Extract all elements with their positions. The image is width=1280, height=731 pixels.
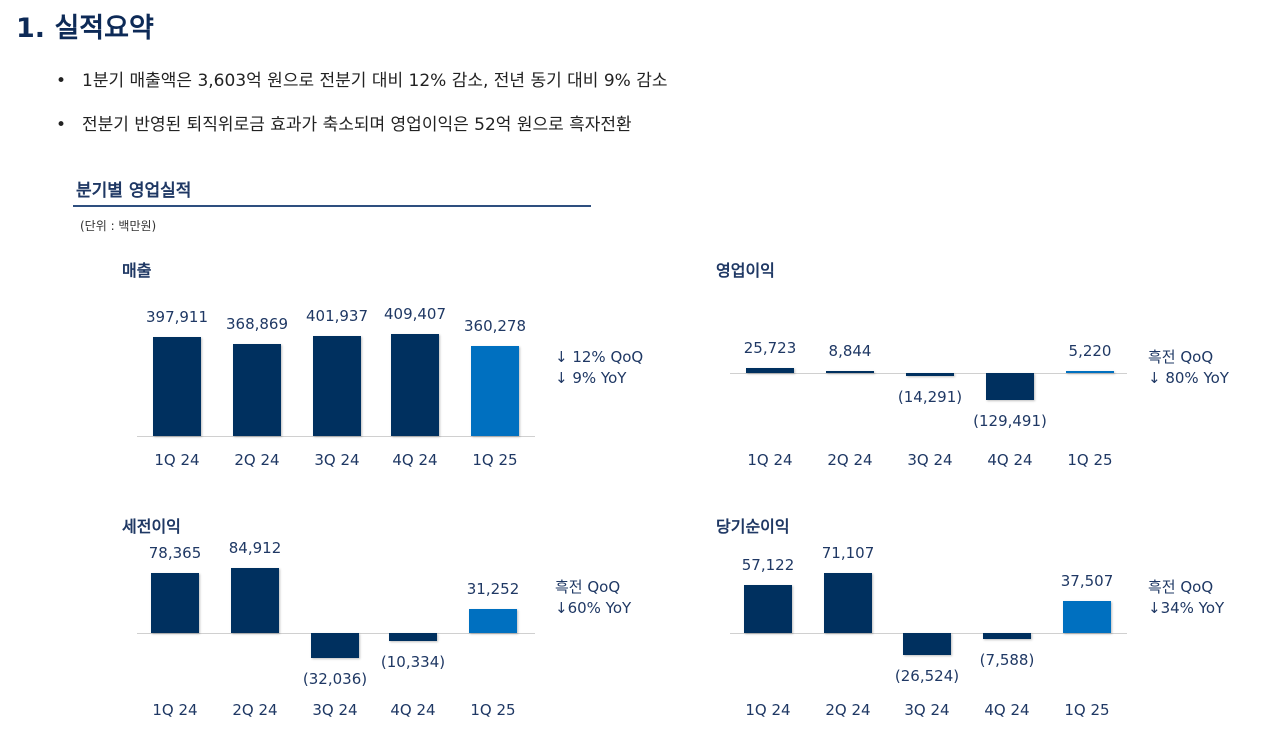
chart-bar xyxy=(826,371,874,373)
x-tick-label: 4Q 24 xyxy=(984,701,1030,719)
x-tick-label: 3Q 24 xyxy=(907,451,953,469)
chart-note: ↓34% YoY xyxy=(1148,599,1225,617)
chart-note: ↓ 80% YoY xyxy=(1148,369,1229,387)
chart-bar xyxy=(986,373,1034,400)
bullet-item: • 1분기 매출액은 3,603억 원으로 전분기 대비 12% 감소, 전년 동… xyxy=(56,66,668,91)
data-label: 57,122 xyxy=(741,555,795,574)
chart-bar xyxy=(471,346,519,436)
data-label: (7,588) xyxy=(979,651,1035,670)
x-tick-label: 2Q 24 xyxy=(232,701,278,719)
bullet-dot: • xyxy=(56,71,67,91)
chart-bar xyxy=(744,584,792,633)
bullet-text: 전분기 반영된 퇴직위로금 효과가 축소되며 영업이익은 52억 원으로 흑자전… xyxy=(82,115,632,135)
x-tick-label: 3Q 24 xyxy=(314,451,360,469)
x-tick-label: 1Q 25 xyxy=(1067,451,1113,469)
chart-bar xyxy=(906,373,954,376)
x-tick-label: 3Q 24 xyxy=(904,701,950,719)
chart-title: 매출 xyxy=(122,261,152,280)
chart-bar xyxy=(153,336,201,436)
chart-note: 흑전 QoQ xyxy=(1148,578,1214,596)
chart-bar xyxy=(983,633,1031,640)
chart-bar xyxy=(313,335,361,436)
data-label: 31,252 xyxy=(466,580,520,599)
unit-label: (단위 : 백만원) xyxy=(80,219,157,233)
data-label: (10,334) xyxy=(380,652,446,671)
x-tick-label: 3Q 24 xyxy=(312,701,358,719)
data-label: (129,491) xyxy=(973,412,1047,430)
bullet-item: • 전분기 반영된 퇴직위로금 효과가 축소되며 영업이익은 52억 원으로 흑자… xyxy=(56,110,632,135)
chart-bar xyxy=(903,633,951,656)
x-tick-label: 1Q 25 xyxy=(472,451,518,469)
x-tick-label: 1Q 24 xyxy=(747,451,793,469)
bullet-text: 1분기 매출액은 3,603억 원으로 전분기 대비 12% 감소, 전년 동기… xyxy=(82,71,668,91)
x-tick-label: 2Q 24 xyxy=(827,451,873,469)
chart-note: ↓ 9% YoY xyxy=(555,369,627,387)
chart-bar xyxy=(151,573,199,633)
chart-bar xyxy=(391,334,439,436)
chart-title: 영업이익 xyxy=(716,261,775,280)
data-label: 84,912 xyxy=(228,539,282,557)
data-label: 409,407 xyxy=(383,305,447,323)
data-label: 401,937 xyxy=(305,306,369,325)
x-tick-label: 1Q 25 xyxy=(470,701,516,719)
chart-bar xyxy=(1066,371,1114,373)
data-label: 5,220 xyxy=(1068,342,1112,360)
x-tick-label: 1Q 25 xyxy=(1064,701,1110,719)
data-label: 397,911 xyxy=(145,307,209,326)
data-label: (26,524) xyxy=(894,667,960,686)
chart-bar xyxy=(469,609,517,633)
x-tick-label: 1Q 24 xyxy=(152,701,198,719)
data-label: 360,278 xyxy=(463,317,527,336)
chart-title: 세전이익 xyxy=(122,517,181,536)
data-label: 368,869 xyxy=(225,315,289,334)
x-tick-label: 2Q 24 xyxy=(234,451,280,469)
data-label: (14,291) xyxy=(897,387,963,406)
chart-note: ↓60% YoY xyxy=(555,599,632,617)
x-tick-label: 2Q 24 xyxy=(825,701,871,719)
page-title: 1. 실적요약 xyxy=(16,13,154,44)
x-tick-label: 4Q 24 xyxy=(392,451,438,469)
chart-note: 흑전 QoQ xyxy=(1148,348,1214,366)
data-label: 71,107 xyxy=(821,544,875,562)
chart-axis xyxy=(137,436,535,437)
chart-bar xyxy=(1063,601,1111,633)
chart-bar xyxy=(311,633,359,658)
x-tick-label: 1Q 24 xyxy=(745,701,791,719)
bullet-dot: • xyxy=(56,115,67,135)
section-divider xyxy=(73,205,591,207)
x-tick-label: 4Q 24 xyxy=(987,451,1033,469)
x-tick-label: 1Q 24 xyxy=(154,451,200,469)
data-label: 25,723 xyxy=(743,338,797,357)
section-title: 분기별 영업실적 xyxy=(76,181,192,201)
data-label: 78,365 xyxy=(148,544,202,562)
chart-bar xyxy=(231,568,279,633)
data-label: 37,507 xyxy=(1060,572,1114,591)
data-label: 8,844 xyxy=(828,342,872,360)
chart-title: 당기순이익 xyxy=(716,517,790,536)
chart-bar xyxy=(746,367,794,373)
chart-bar xyxy=(233,344,281,436)
chart-bar xyxy=(389,633,437,641)
chart-note: 흑전 QoQ xyxy=(555,578,621,596)
data-label: (32,036) xyxy=(302,669,368,688)
chart-note: ↓ 12% QoQ xyxy=(555,348,644,366)
chart-bar xyxy=(824,573,872,633)
x-tick-label: 4Q 24 xyxy=(390,701,436,719)
